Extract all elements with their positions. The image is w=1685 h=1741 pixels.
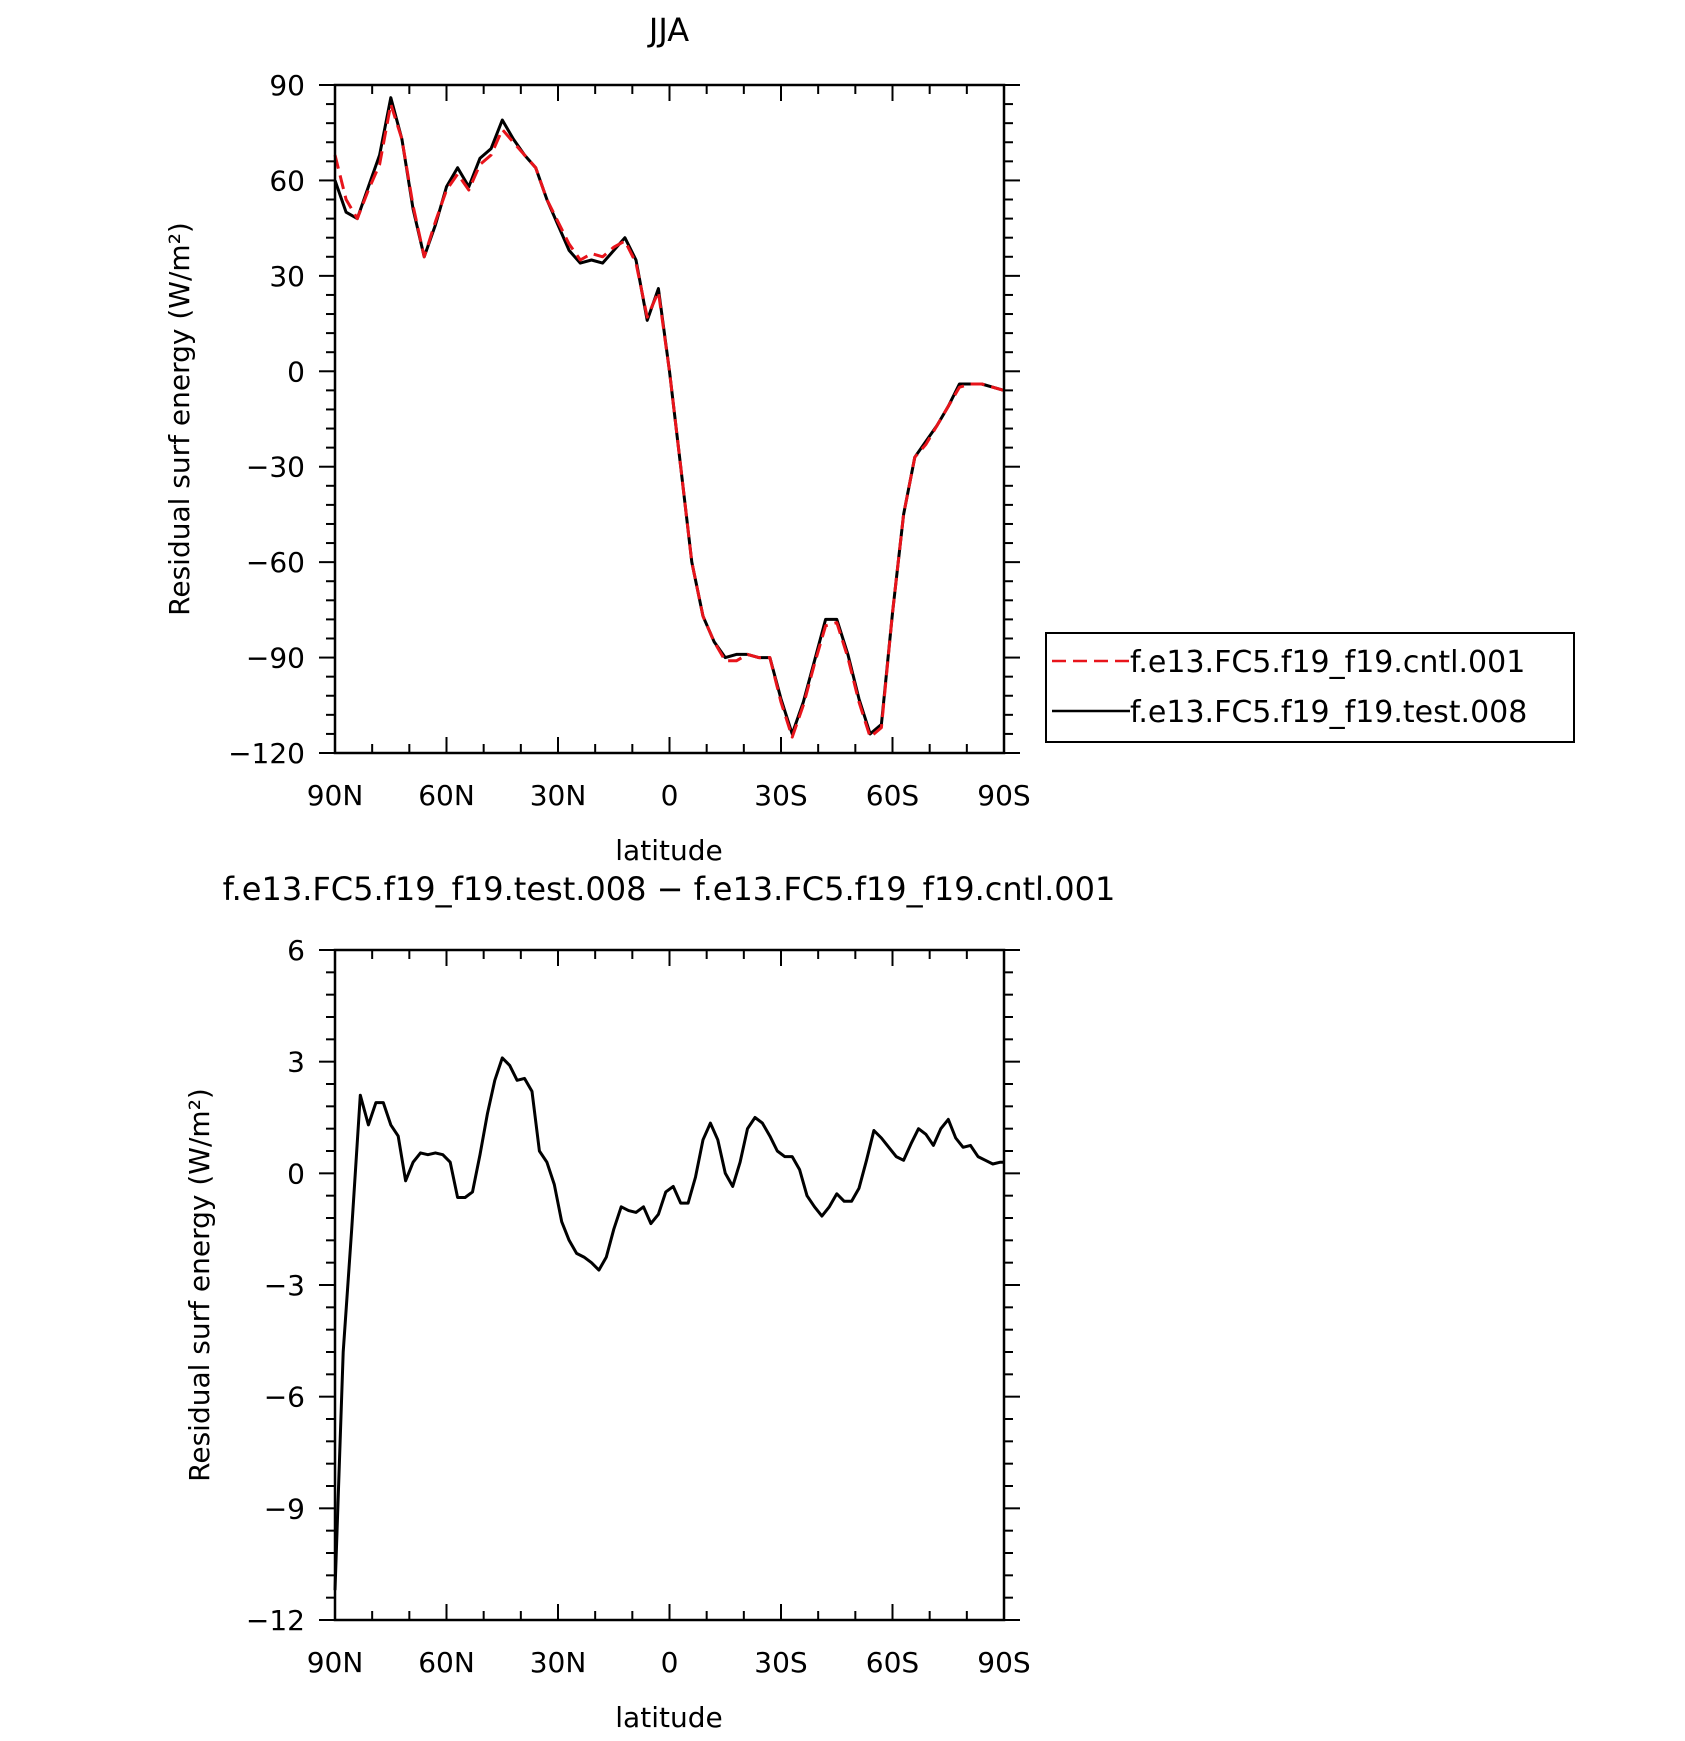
top-y-tick-label: 60 [269,164,305,197]
top-y-tick-label: −90 [246,642,305,675]
bottom-y-tick-label: −3 [264,1269,305,1302]
top-x-tick-label: 30N [530,779,587,812]
top-x-tick-label: 60N [418,779,475,812]
bottom-x-tick-label: 0 [661,1646,679,1679]
top-y-tick-labels: 90 60 30 0 −30 −60 −90 −120 [228,69,305,770]
bottom-series-group [333,1056,1004,1591]
bottom-x-tick-label: 90N [307,1646,364,1679]
top-x-tick-label: 0 [661,779,679,812]
top-y-tick-label: 0 [287,355,305,388]
top-y-tick-label: −120 [228,737,305,770]
top-x-tick-label: 90N [307,779,364,812]
top-y-tick-label: −60 [246,546,305,579]
bottom-y-tick-labels: 6 3 0 −3 −6 −9 −12 [246,934,305,1637]
top-series-group [333,96,1005,739]
bottom-y-axis-title: Residual surf energy (W/m²) [183,1088,216,1482]
bottom-x-tick-label: 30S [754,1646,807,1679]
legend: f.e13.FC5.f19_f19.cntl.001 f.e13.FC5.f19… [1045,632,1575,743]
top-plot-frame [333,83,1006,755]
bottom-series-line-1 [333,1056,1004,1591]
top-y-axis-title: Residual surf energy (W/m²) [163,222,196,616]
top-x-tick-label: 30S [754,779,807,812]
bottom-x-tick-label: 60S [866,1646,919,1679]
top-y-tick-label: −30 [246,451,305,484]
bottom-y-tick-label: −6 [264,1381,305,1414]
bottom-y-tick-label: 6 [287,934,305,967]
legend-box [1045,632,1575,743]
top-y-tick-label: 90 [269,69,305,102]
bottom-y-tick-label: 3 [287,1046,305,1079]
bottom-plot-frame [333,948,1006,1622]
bottom-x-tick-label: 90S [977,1646,1030,1679]
top-panel: JJA 90 60 30 0 −30 −60 −90 −120 90N 60N 30N 0 30S 60… [163,11,1575,867]
bottom-x-tick-label: 30N [530,1646,587,1679]
top-x-tick-labels: 90N 60N 30N 0 30S 60S 90S [307,779,1031,812]
top-series-line-1 [333,102,1005,739]
bottom-y-tick-label: −12 [246,1604,305,1637]
top-series-line-2 [333,96,1005,736]
bottom-ticks [319,949,1020,1621]
top-x-tick-label: 90S [977,779,1030,812]
top-y-tick-label: 30 [269,260,305,293]
bottom-y-tick-label: 0 [287,1157,305,1190]
bottom-x-tick-label: 60N [418,1646,475,1679]
top-x-axis-title: latitude [615,834,722,867]
top-chart-title: JJA [647,11,689,49]
legend-label-test: f.e13.FC5.f19_f19.test.008 [1130,695,1527,730]
bottom-panel: f.e13.FC5.f19_f19.test.008 − f.e13.FC5.f… [183,870,1115,1734]
bottom-chart-title: f.e13.FC5.f19_f19.test.008 − f.e13.FC5.f… [223,870,1116,908]
bottom-x-axis-title: latitude [615,1701,722,1734]
bottom-x-tick-labels: 90N 60N 30N 0 30S 60S 90S [307,1646,1031,1679]
bottom-y-tick-label: −9 [264,1492,305,1525]
top-ticks [319,84,1020,754]
legend-label-cntl: f.e13.FC5.f19_f19.cntl.001 [1130,645,1525,680]
top-x-tick-label: 60S [866,779,919,812]
